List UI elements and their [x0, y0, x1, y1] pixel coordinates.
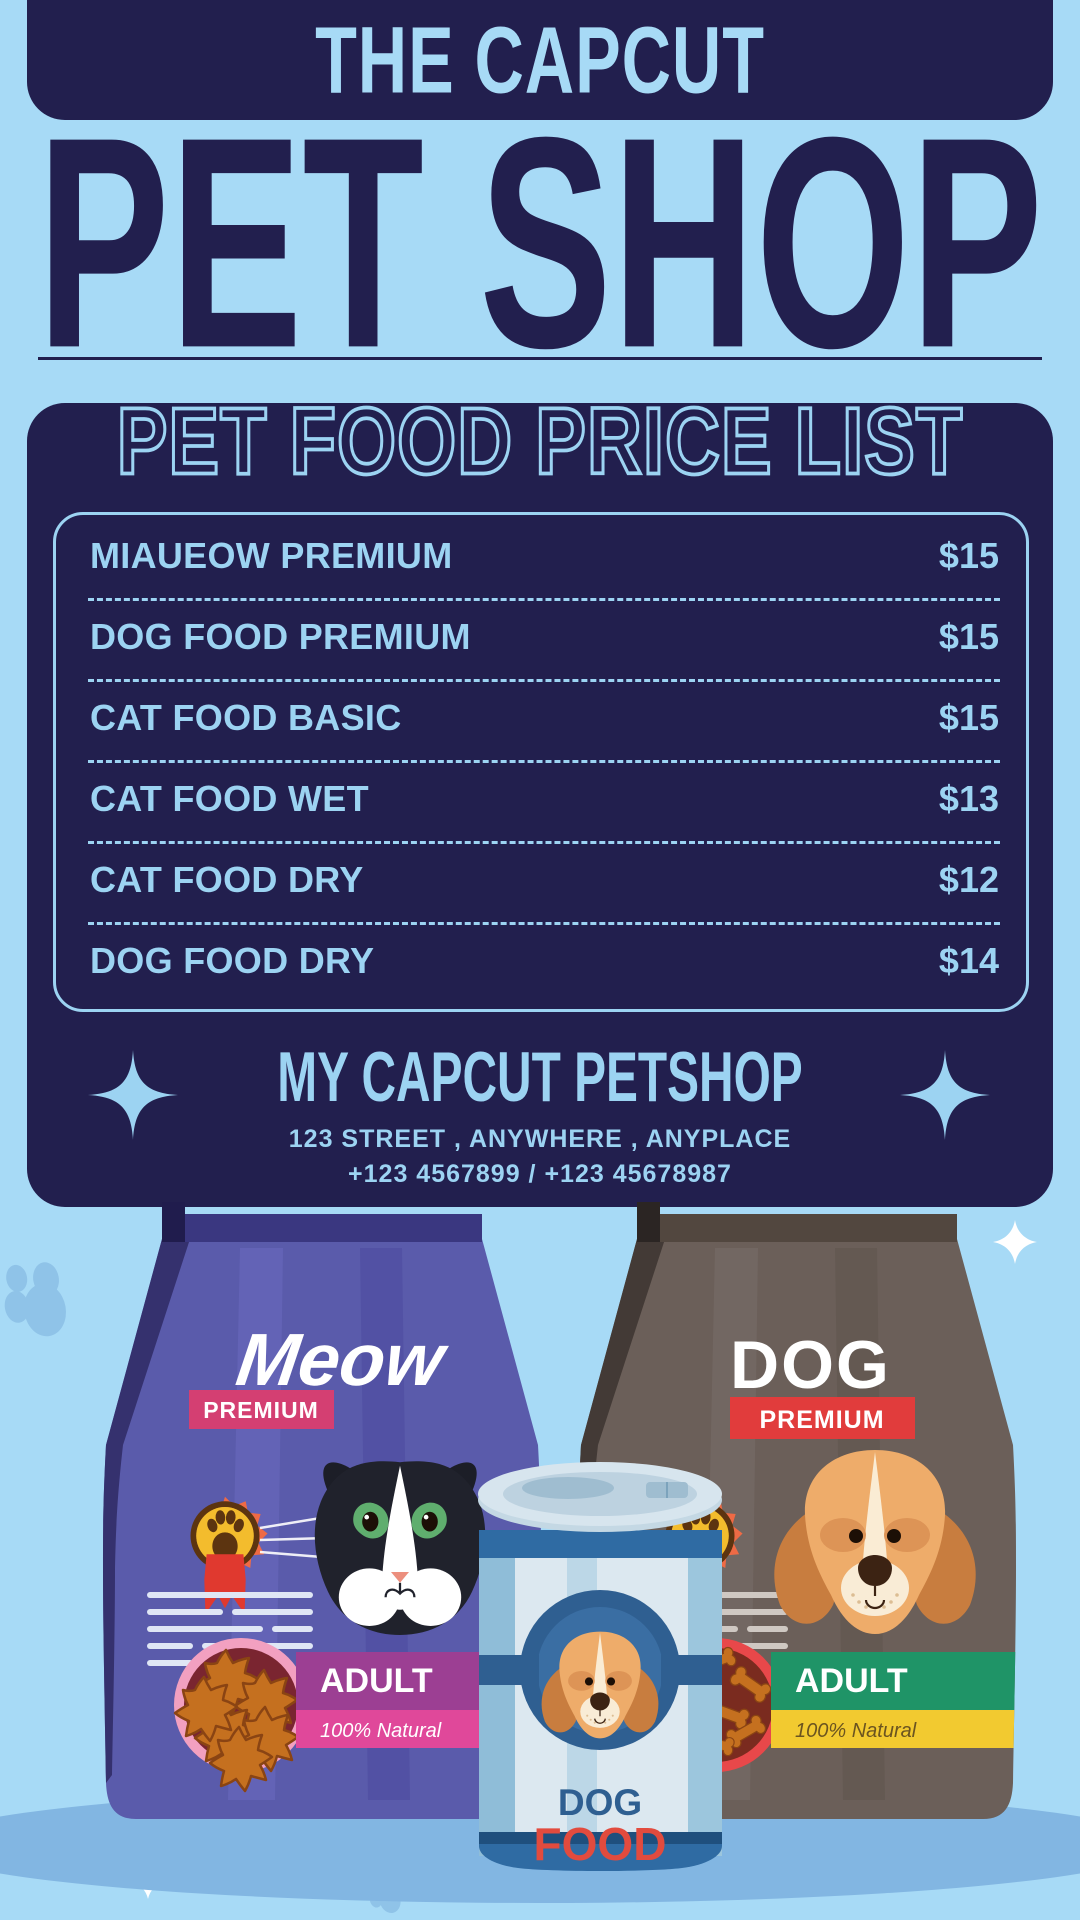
svg-text:ADULT: ADULT	[320, 1662, 433, 1700]
svg-text:PREMIUM: PREMIUM	[759, 1406, 884, 1434]
svg-text:FOOD: FOOD	[534, 1818, 667, 1870]
svg-text:Meow: Meow	[232, 1318, 453, 1401]
svg-text:100% Natural: 100% Natural	[795, 1720, 917, 1742]
svg-text:ADULT: ADULT	[795, 1662, 908, 1700]
svg-text:100% Natural: 100% Natural	[320, 1720, 442, 1742]
svg-text:PREMIUM: PREMIUM	[203, 1397, 319, 1423]
svg-text:DOG: DOG	[558, 1782, 642, 1823]
svg-text:DOG: DOG	[730, 1327, 891, 1403]
